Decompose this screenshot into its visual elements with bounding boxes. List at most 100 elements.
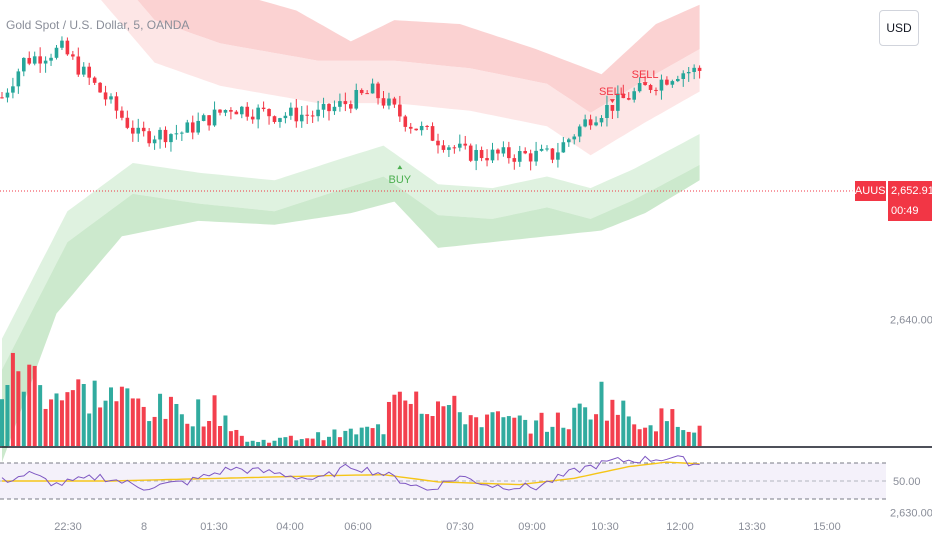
candle — [441, 140, 446, 153]
volume-bar — [343, 430, 348, 446]
volume-bar — [21, 391, 26, 446]
candle — [452, 145, 457, 154]
candle-body — [256, 107, 260, 120]
candle-body — [556, 152, 560, 160]
volume-bar — [594, 414, 599, 446]
candle-body — [103, 92, 108, 100]
candle-body — [267, 109, 271, 117]
currency-button[interactable]: USD — [879, 10, 919, 46]
candle-body — [109, 96, 113, 100]
candle — [665, 76, 669, 86]
candle-body — [468, 145, 473, 161]
volume-bar — [103, 400, 108, 446]
candle-body — [403, 116, 408, 127]
candle — [201, 113, 206, 122]
volume-bar — [87, 413, 92, 446]
candle — [71, 50, 75, 60]
candle-body — [430, 126, 435, 141]
volume-bar — [65, 392, 70, 446]
volume-bar — [228, 431, 233, 446]
volume-bar — [599, 381, 604, 446]
candle — [218, 109, 222, 116]
candle-body — [332, 106, 337, 112]
candle-body — [365, 93, 369, 95]
candle — [561, 137, 566, 153]
candle-body — [234, 111, 239, 115]
volume-bar — [250, 440, 255, 446]
volume-bar — [512, 417, 517, 446]
volume-bar — [604, 420, 609, 446]
candle-body — [436, 140, 440, 146]
candle-body — [670, 81, 675, 85]
sell-marker-icon — [609, 99, 615, 104]
candle — [174, 124, 179, 140]
volume-bar — [174, 403, 179, 446]
candle — [343, 92, 348, 112]
candle-body — [512, 158, 517, 162]
time-axis[interactable]: 22:30 8 01:30 04:00 06:00 07:30 09:00 10:30 12:0… — [54, 521, 841, 533]
candle-body — [272, 116, 277, 122]
candle-body — [87, 66, 91, 78]
candle-body — [588, 119, 593, 126]
volume-bar — [163, 418, 168, 446]
volume-bar — [425, 414, 430, 446]
candle-body — [507, 147, 511, 159]
volume-bar — [664, 421, 669, 446]
volume-bar — [267, 442, 272, 446]
candle — [676, 75, 680, 83]
candle-body — [577, 126, 582, 137]
candle — [605, 95, 609, 127]
bar-countdown: 00:49 — [891, 205, 919, 217]
candle-body — [169, 134, 173, 143]
volume-bar — [365, 426, 370, 446]
candle — [141, 121, 146, 137]
candle — [556, 142, 560, 168]
candle — [54, 45, 59, 60]
candle-body — [327, 103, 331, 112]
volume-bar — [637, 429, 642, 446]
volume-bar — [130, 398, 135, 446]
candle — [517, 145, 522, 167]
candle — [332, 100, 337, 115]
volume-bar — [239, 435, 244, 446]
volume-bar — [555, 412, 560, 446]
volume-bar — [5, 385, 10, 446]
candle-body — [676, 78, 680, 82]
volume-bar — [408, 403, 413, 446]
candle-body — [561, 142, 566, 153]
candle — [458, 134, 462, 152]
candle-body — [387, 98, 391, 106]
candle — [185, 119, 190, 133]
volume-bar — [196, 399, 201, 446]
candle — [485, 149, 489, 167]
candle — [261, 101, 266, 112]
volume-bar — [321, 440, 326, 446]
volume-bar — [534, 420, 539, 446]
candle-body — [637, 83, 642, 92]
sell-signal-label: SELL — [599, 86, 626, 98]
volume-bar — [327, 436, 331, 446]
volume-bar — [419, 413, 424, 446]
volume-bar — [697, 425, 702, 446]
volume-bar — [179, 414, 184, 446]
candle-body — [278, 118, 282, 122]
volume-bar — [686, 431, 691, 446]
candle-body — [310, 115, 315, 117]
volume-bar — [256, 441, 261, 446]
candle — [294, 98, 299, 128]
buy-signal-label: BUY — [389, 174, 412, 186]
candle — [81, 62, 86, 77]
candle-body — [27, 57, 32, 64]
volume-bar — [288, 435, 293, 446]
candle — [136, 118, 141, 142]
candle-body — [141, 127, 146, 132]
candle-body — [65, 40, 70, 55]
volume-bar — [550, 426, 555, 446]
time-axis-label: 12:00 — [666, 521, 694, 533]
candle-body — [545, 148, 549, 150]
candle — [567, 137, 571, 147]
candle-body — [245, 106, 250, 117]
candle — [654, 87, 658, 96]
candle-body — [452, 147, 457, 149]
